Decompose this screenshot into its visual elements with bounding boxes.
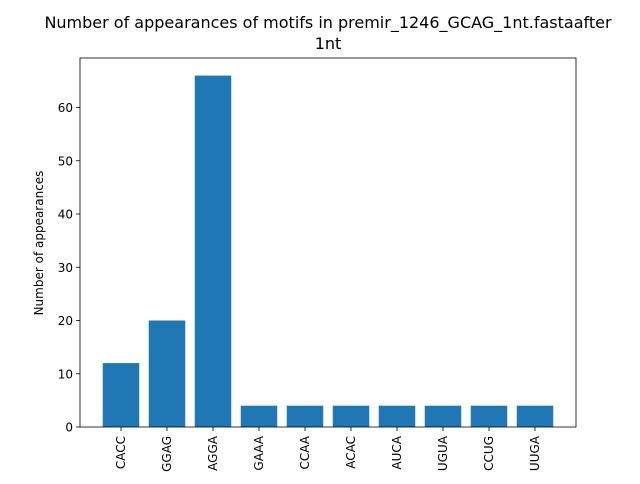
- axes-frame: [79, 57, 577, 428]
- y-axis: 0 10 20 30 40 50 60: [58, 101, 80, 435]
- bar-ccaa: [286, 405, 324, 427]
- x-tick-label: AUCA: [390, 435, 404, 469]
- bar-acac: [332, 405, 370, 427]
- axes-border: [79, 57, 577, 428]
- y-tick-label: 40: [58, 208, 73, 222]
- bar-ugua: [424, 405, 462, 427]
- x-tick-label: CACC: [114, 436, 128, 469]
- x-tick-label: ACAC: [344, 436, 358, 469]
- bars-group: [102, 75, 554, 428]
- x-axis: CACC GGAG AGGA GAAA CCAA ACAC AUCA UGUA CCUG UUGA: [114, 427, 542, 472]
- y-tick-label: 30: [58, 261, 73, 275]
- x-tick-label: GAAA: [252, 435, 266, 470]
- y-tick-label: 0: [65, 421, 73, 435]
- bar-agga: [194, 75, 232, 428]
- y-axis-label: Number of appearances: [32, 171, 46, 316]
- y-tick-label: 10: [58, 367, 73, 381]
- chart-title-line-2: 1nt: [315, 34, 342, 53]
- bar-auca: [378, 405, 416, 427]
- y-tick-label: 20: [58, 314, 73, 328]
- bar-cacc: [102, 363, 140, 427]
- y-tick-label: 50: [58, 154, 73, 168]
- bar-ccug: [470, 405, 508, 427]
- y-tick-label: 60: [58, 101, 73, 115]
- x-tick-label: GGAG: [160, 436, 174, 472]
- x-tick-label: UGUA: [436, 435, 450, 471]
- x-tick-label: CCAA: [298, 435, 312, 469]
- chart-title-line-1: Number of appearances of motifs in premi…: [44, 13, 612, 33]
- x-tick-label: CCUG: [482, 436, 496, 471]
- x-tick-label: AGGA: [206, 435, 220, 471]
- bar-uuga: [516, 405, 554, 427]
- bar-gaaa: [240, 405, 278, 427]
- x-tick-label: UUGA: [528, 435, 542, 471]
- bar-ggag: [148, 320, 186, 427]
